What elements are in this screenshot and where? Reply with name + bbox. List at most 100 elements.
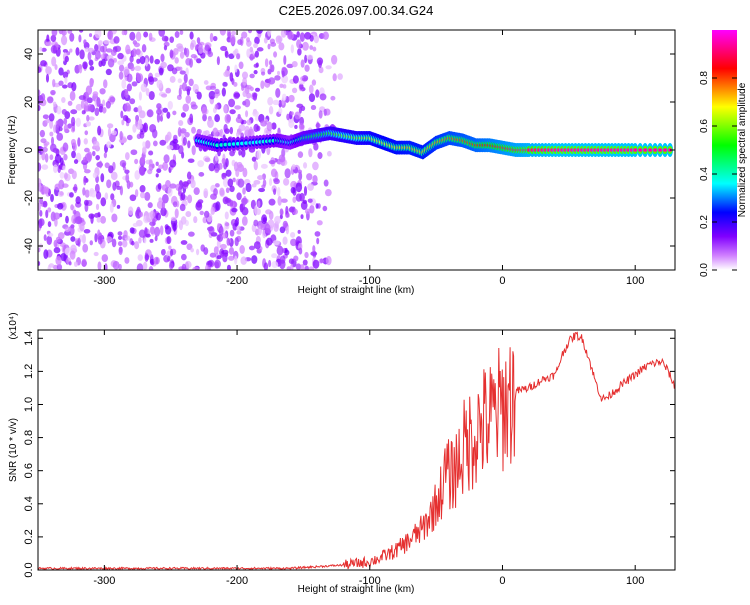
spectrogram-cell <box>295 182 303 193</box>
spectrogram-cell <box>312 245 316 253</box>
spectrogram-cell <box>304 31 312 40</box>
spectrogram-cell <box>82 156 88 163</box>
spectrogram-cell <box>294 111 301 120</box>
spectrogram-cell <box>181 82 188 92</box>
spectrogram-cell <box>227 31 231 39</box>
spectrogram-cell <box>47 232 54 237</box>
spectrogram-cell <box>117 60 125 66</box>
spectrogram-cell <box>106 123 114 129</box>
spectrogram-cell <box>279 214 283 220</box>
spectrogram-cell <box>137 254 143 262</box>
spectrogram-cell <box>83 138 88 145</box>
spectrogram-cell <box>196 128 202 135</box>
top-x-axis: -300 -200 -100 0 100 <box>93 30 644 287</box>
spectrogram-cell <box>219 243 227 250</box>
spectrogram-cell <box>138 229 146 238</box>
spectrogram-cell <box>134 241 140 250</box>
x-tick-label: 0 <box>499 275 505 287</box>
y-multiplier-label: (x10⁴) <box>8 312 19 339</box>
spectrogram-cell <box>55 256 62 266</box>
spectrogram-cell <box>241 216 248 226</box>
spectrogram-cell <box>158 30 166 37</box>
spectrogram-cell <box>285 205 289 215</box>
spectrogram-cell <box>82 61 88 70</box>
spectrogram-cell <box>71 170 77 180</box>
spectrogram-cell <box>229 185 235 193</box>
spectrogram-cell <box>275 35 283 43</box>
spectrogram-cell <box>268 77 276 85</box>
spectrogram-cell <box>159 139 167 146</box>
spectrogram-cell <box>322 31 330 40</box>
spectrogram-cell <box>85 121 91 127</box>
spectrogram-cell <box>638 148 643 152</box>
spectrogram-cell <box>209 252 217 258</box>
x-tick-label: -300 <box>93 575 115 587</box>
spectrogram-cell <box>253 42 258 49</box>
spectrogram-cell <box>154 72 161 78</box>
spectrogram-cell <box>325 65 332 70</box>
spectrogram-cell <box>189 58 193 68</box>
spectrogram-cell <box>140 156 146 164</box>
spectrogram-cell <box>232 50 237 56</box>
spectrogram-cell <box>323 179 329 187</box>
spectrogram-cell <box>188 78 194 87</box>
spectrogram-cell <box>110 193 115 201</box>
spectrogram-cell <box>190 179 194 185</box>
spectrogram-cell <box>209 32 214 43</box>
spectrogram-cell <box>57 202 64 210</box>
spectrogram-cell <box>218 226 224 236</box>
spectrogram-cell <box>245 110 249 118</box>
spectrogram-cell <box>139 165 146 176</box>
spectrogram-cell <box>318 66 324 74</box>
spectrogram-cell <box>45 41 53 47</box>
spectrogram-cell <box>94 43 99 52</box>
spectrogram-cell <box>208 225 215 235</box>
spectrogram-cell <box>156 79 163 89</box>
bottom-y-axis: 0.0 0.2 0.4 0.6 0.8 1.0 1.2 1.4 <box>23 331 675 578</box>
spectrogram-cell <box>104 162 110 169</box>
y-tick-label: -40 <box>23 238 35 254</box>
spectrogram-cell <box>158 197 163 203</box>
spectrogram-cell <box>49 154 54 161</box>
spectrogram-cell <box>166 255 171 262</box>
spectrogram-cell <box>271 253 278 259</box>
spectrogram-cell <box>132 222 139 227</box>
spectrogram-cell <box>89 65 95 71</box>
spectrogram-cell <box>148 32 153 41</box>
spectrogram-cell <box>41 47 47 52</box>
spectrogram-cell <box>208 90 216 100</box>
spectrogram-cell <box>39 198 44 205</box>
spectrogram-cell <box>133 42 141 48</box>
spectrogram-cell <box>203 247 209 255</box>
spectrogram-cell <box>97 43 102 53</box>
colorbar-tick-label: 0.2 <box>699 215 710 229</box>
spectrogram-cell <box>178 66 183 71</box>
spectrogram-cell <box>136 123 143 130</box>
spectrogram-cell <box>148 163 154 171</box>
spectrogram-cell <box>253 160 258 171</box>
spectrogram-cell <box>310 105 317 111</box>
spectrogram-cell <box>59 172 65 179</box>
spectrogram-cell <box>291 87 298 94</box>
spectrogram-cell <box>107 58 115 68</box>
spectrogram-cell <box>238 61 244 70</box>
spectrogram-cell <box>290 231 296 238</box>
spectrogram-cell <box>283 55 287 65</box>
spectrogram-cell <box>249 73 255 79</box>
spectrogram-cell <box>69 90 76 101</box>
spectrogram-cell <box>264 223 271 234</box>
spectrogram-cell <box>277 196 282 206</box>
spectrogram-cell <box>158 67 164 76</box>
spectrogram-cell <box>224 198 232 203</box>
spectrogram-cell <box>143 237 147 244</box>
spectrogram-cell <box>286 212 290 218</box>
spectrogram-cell <box>134 170 141 180</box>
spectrogram-cell <box>93 212 101 218</box>
spectrogram-cell <box>86 114 90 122</box>
spectrogram-cell <box>240 141 245 146</box>
spectrogram-cell <box>192 266 200 270</box>
spectrogram-cell <box>88 116 95 121</box>
spectrogram-cell <box>290 186 296 194</box>
spectrogram-cell <box>221 87 226 97</box>
spectrogram-cell <box>131 81 138 87</box>
